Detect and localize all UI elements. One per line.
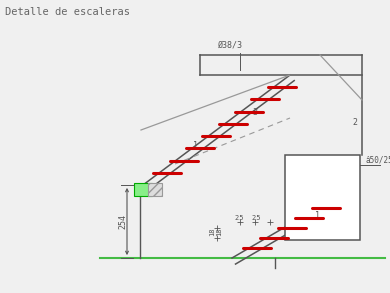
Text: 2: 2	[353, 118, 358, 127]
Bar	[134, 183, 152, 196]
Text: 18
18: 18 18	[209, 228, 223, 236]
Text: Detalle de escaleras: Detalle de escaleras	[5, 7, 130, 17]
Text: â50/25/3: â50/25/3	[366, 156, 390, 164]
Text: 254: 254	[119, 214, 128, 229]
Bar	[285, 155, 360, 240]
Bar	[148, 183, 162, 196]
Text: 25  25: 25 25	[235, 215, 261, 221]
Text: 1: 1	[316, 211, 321, 220]
Text: 1: 1	[193, 141, 197, 150]
Text: Ø38/3: Ø38/3	[218, 41, 243, 50]
Text: 3: 3	[252, 108, 257, 117]
